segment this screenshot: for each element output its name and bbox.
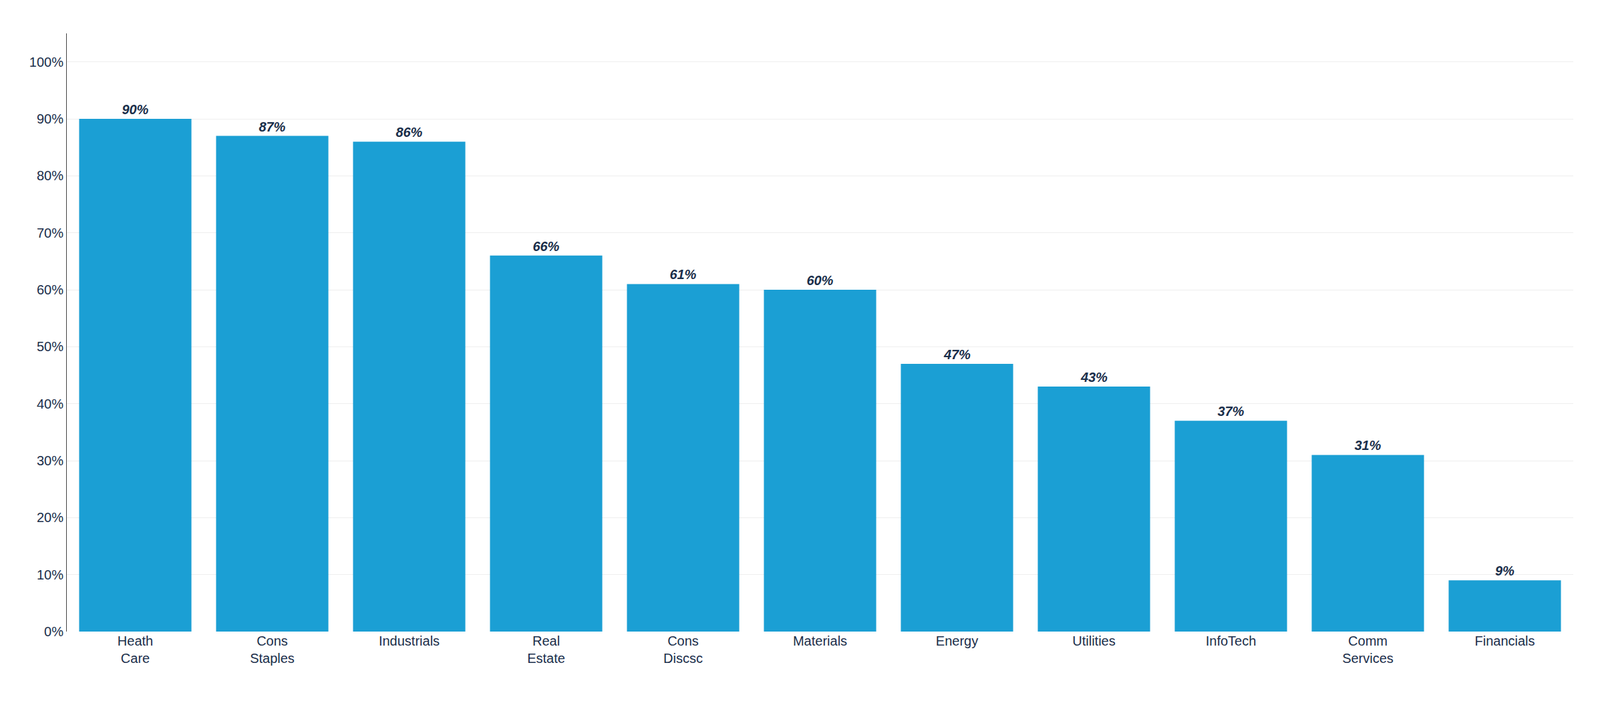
svg-text:47%: 47% [943, 347, 971, 363]
svg-text:66%: 66% [532, 239, 560, 254]
svg-text:Energy: Energy [935, 633, 979, 649]
svg-text:43%: 43% [1080, 370, 1108, 385]
svg-text:30%: 30% [36, 453, 64, 469]
svg-text:60%: 60% [806, 273, 834, 288]
svg-text:Financials: Financials [1474, 633, 1535, 649]
svg-text:86%: 86% [395, 124, 423, 140]
svg-text:InfoTech: InfoTech [1205, 633, 1257, 649]
svg-text:20%: 20% [36, 510, 64, 526]
svg-text:CommServices: CommServices [1342, 633, 1394, 667]
svg-text:HeathCare: HeathCare [117, 633, 153, 667]
svg-text:37%: 37% [1217, 404, 1244, 419]
svg-text:40%: 40% [36, 396, 64, 412]
svg-text:10%: 10% [36, 567, 64, 583]
svg-text:Utilities: Utilities [1072, 633, 1115, 649]
svg-text:Materials: Materials [792, 633, 848, 649]
svg-text:9%: 9% [1495, 563, 1515, 579]
svg-text:ConsDiscsc: ConsDiscsc [663, 633, 703, 667]
svg-text:ConsStaples: ConsStaples [249, 633, 295, 667]
svg-text:Industrials: Industrials [378, 633, 440, 649]
svg-text:90%: 90% [36, 111, 64, 127]
svg-text:61%: 61% [669, 267, 697, 282]
svg-text:90%: 90% [121, 102, 149, 117]
svg-text:80%: 80% [36, 168, 64, 184]
svg-text:50%: 50% [36, 339, 64, 355]
svg-text:87%: 87% [258, 119, 286, 135]
svg-text:31%: 31% [1354, 438, 1381, 453]
svg-text:0%: 0% [44, 624, 64, 640]
svg-text:60%: 60% [36, 282, 64, 298]
svg-text:RealEstate: RealEstate [527, 633, 566, 667]
svg-text:70%: 70% [36, 225, 64, 241]
svg-text:100%: 100% [29, 54, 64, 70]
